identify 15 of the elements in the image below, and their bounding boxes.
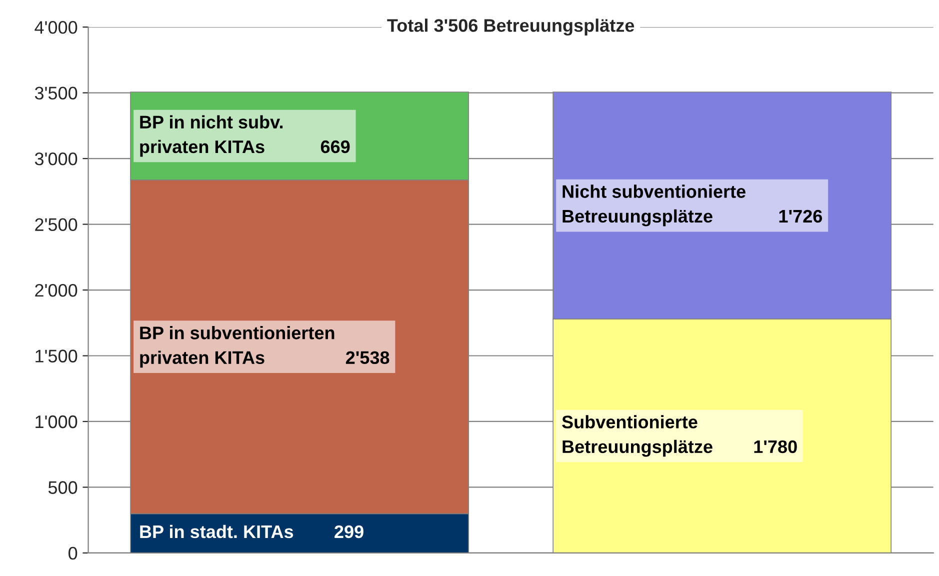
y-tick-label: 4'000	[34, 21, 78, 34]
text: Subventionierte Betreuungsplätze 1'780	[562, 415, 797, 457]
y-tick-label: 0	[68, 546, 78, 560]
y-tick-label: 3'000	[34, 152, 78, 166]
chart-title: Total 3'506 Betreuungsplätze	[387, 18, 634, 36]
text: BP in subventionierten privaten KITAs 2'538	[140, 326, 390, 368]
y-tick-label: 500	[48, 481, 78, 494]
y-tick-label: 1'500	[36, 350, 78, 362]
text: BP in nicht subv. privaten KITAs 669	[140, 115, 350, 157]
y-tick-label: 3'500	[34, 86, 78, 100]
text: BP in stadt. KITAs 299	[140, 524, 364, 538]
y-tick-label: 2'000	[35, 284, 78, 297]
y-tick-label: 2'500	[35, 218, 78, 231]
text: Nicht subventionierte Betreuungsplätze 1'726	[562, 184, 822, 226]
y-tick-label: 1'000	[36, 415, 78, 428]
